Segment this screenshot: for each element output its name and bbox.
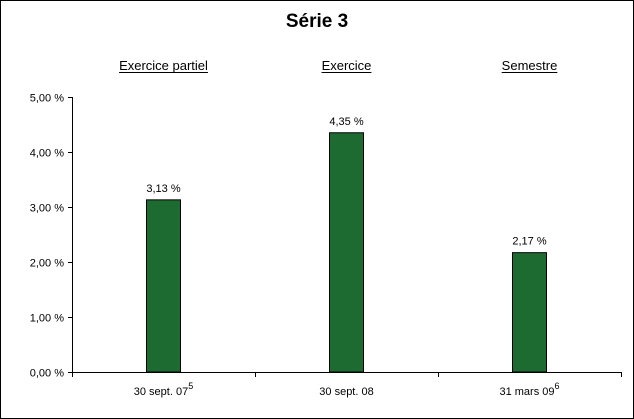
y-tick-label: 2,00 %	[30, 258, 64, 270]
x-tick-label: 31 mars 096	[499, 381, 559, 398]
period-header: Semestre	[502, 58, 558, 73]
data-label: 2,17 %	[512, 236, 546, 248]
period-header: Exercice	[322, 58, 372, 73]
chart-title: Série 3	[286, 11, 348, 32]
bars	[146, 132, 547, 373]
y-tick-label: 4,00 %	[30, 148, 64, 160]
period-headers: Exercice partiel Exercice Semestre	[119, 58, 558, 73]
bar	[512, 252, 547, 373]
y-tick-label: 1,00 %	[30, 313, 64, 325]
data-label: 3,13 %	[146, 183, 180, 195]
category-label: 30 sept. 07	[134, 386, 188, 398]
footnote-marker: 5	[188, 381, 193, 391]
category-label: 30 sept. 08	[319, 386, 373, 398]
bar	[146, 199, 181, 373]
y-tick-label: 0,00 %	[30, 368, 64, 380]
data-labels: 3,13 % 4,35 % 2,17 %	[146, 116, 546, 248]
x-tick-label: 30 sept. 08	[319, 386, 373, 398]
bar	[329, 132, 364, 373]
period-header: Exercice partiel	[119, 58, 208, 73]
y-tick-label: 3,00 %	[30, 203, 64, 215]
footnote-marker: 6	[555, 381, 560, 391]
x-tick-label: 30 sept. 075	[134, 381, 193, 398]
y-axis: 0,00 % 1,00 % 2,00 % 3,00 % 4,00 % 5,00 %	[30, 93, 73, 380]
category-label: 31 mars 09	[499, 386, 554, 398]
data-label: 4,35 %	[329, 116, 363, 128]
x-axis: 30 sept. 075 30 sept. 08 31 mars 096	[72, 372, 622, 398]
y-tick-label: 5,00 %	[30, 93, 64, 105]
